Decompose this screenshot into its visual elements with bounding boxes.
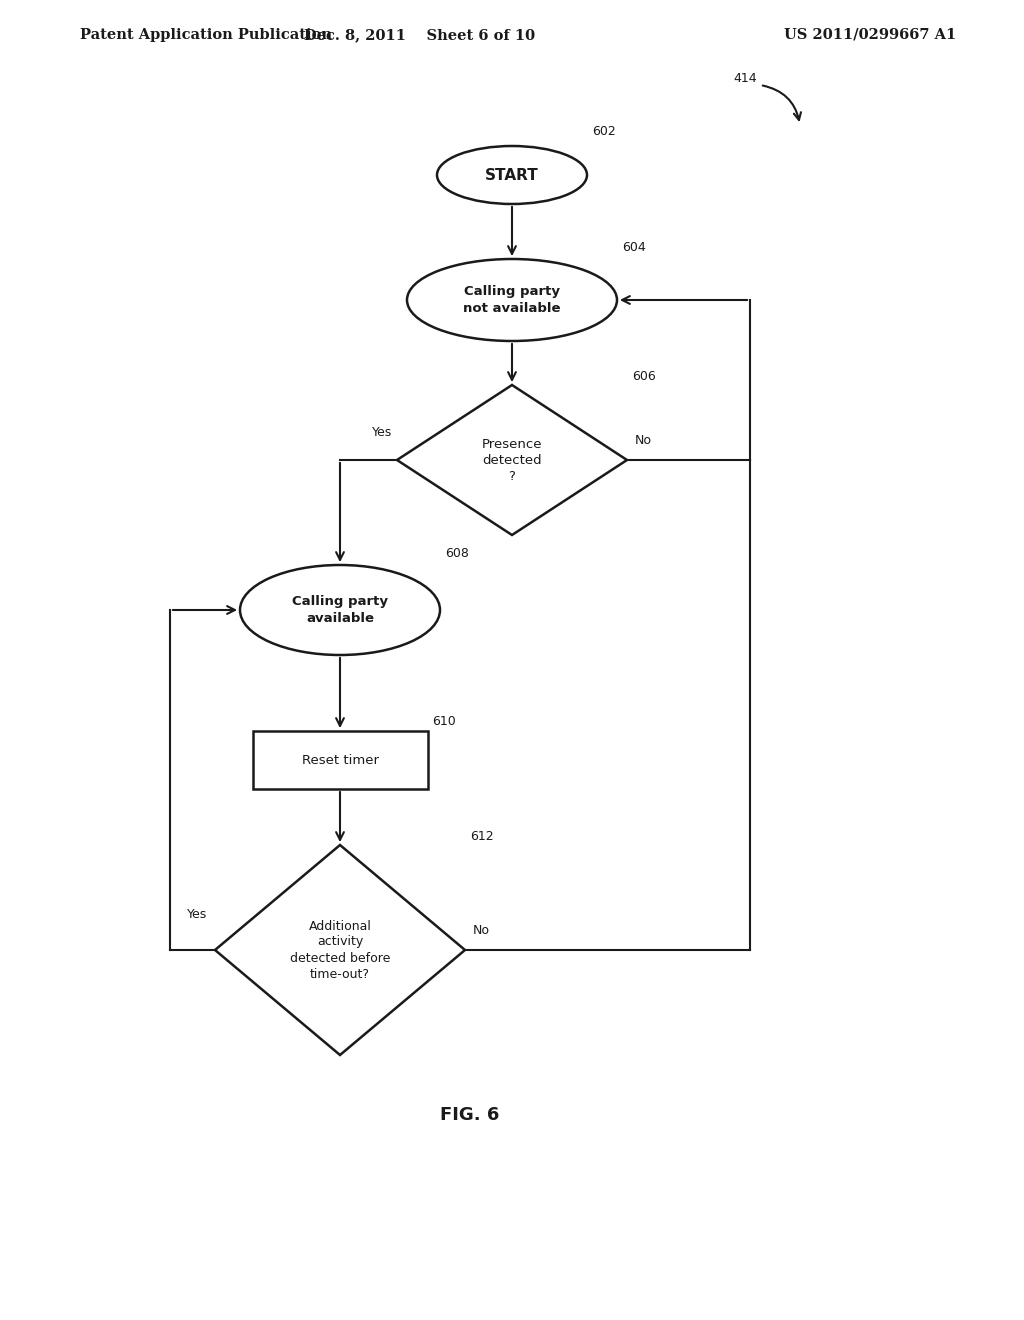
- Text: 414: 414: [733, 71, 757, 84]
- Text: Dec. 8, 2011    Sheet 6 of 10: Dec. 8, 2011 Sheet 6 of 10: [304, 28, 536, 42]
- Text: 608: 608: [445, 546, 469, 560]
- Text: US 2011/0299667 A1: US 2011/0299667 A1: [784, 28, 956, 42]
- Text: Yes: Yes: [186, 908, 207, 921]
- Text: 612: 612: [470, 830, 494, 843]
- Text: Additional
activity
detected before
time-out?: Additional activity detected before time…: [290, 920, 390, 981]
- Text: No: No: [473, 924, 490, 936]
- Text: 606: 606: [632, 370, 655, 383]
- Text: 602: 602: [592, 125, 615, 139]
- Text: Reset timer: Reset timer: [301, 754, 379, 767]
- Text: Presence
detected
?: Presence detected ?: [481, 437, 543, 483]
- Bar: [253, 731, 427, 789]
- Text: Calling party
available: Calling party available: [292, 595, 388, 624]
- Text: 610: 610: [432, 715, 457, 729]
- Text: No: No: [635, 433, 652, 446]
- Text: Calling party
not available: Calling party not available: [463, 285, 561, 314]
- Text: 604: 604: [622, 242, 646, 253]
- Text: FIG. 6: FIG. 6: [440, 1106, 500, 1125]
- Text: Yes: Yes: [372, 425, 392, 438]
- Text: Patent Application Publication: Patent Application Publication: [80, 28, 332, 42]
- Text: START: START: [485, 168, 539, 182]
